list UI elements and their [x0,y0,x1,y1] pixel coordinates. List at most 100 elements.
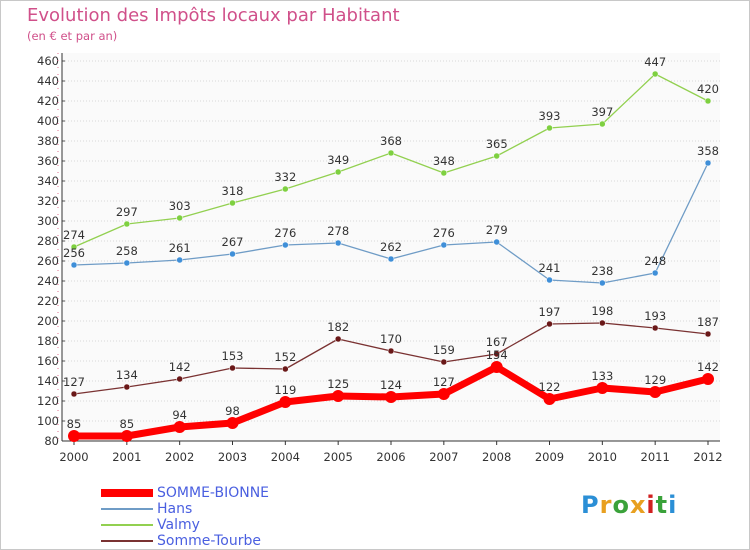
x-tick-label: 2003 [218,450,247,464]
x-tick-label: 2009 [535,450,564,464]
logo-letter: r [599,491,613,519]
x-tick-label: 2000 [59,450,88,464]
data-point [226,417,239,429]
data-label: 167 [486,335,508,349]
y-tick-label: 120 [37,394,59,408]
y-tick-label: 300 [37,214,59,228]
data-label: 267 [222,235,244,249]
data-point [440,358,448,366]
data-label: 153 [222,349,244,363]
data-label: 256 [63,246,85,260]
data-point [332,390,345,402]
y-tick-label: 420 [37,94,59,108]
data-point [387,149,395,157]
data-label: 248 [644,254,666,268]
data-label: 187 [697,315,719,329]
data-point [123,259,131,267]
data-label: 276 [274,226,296,240]
x-tick-label: 2008 [482,450,511,464]
data-point [176,375,183,383]
x-tick-label: 2001 [112,450,141,464]
data-point [596,382,609,394]
data-label: 129 [644,373,666,387]
legend-label: SOMME-BIONNE [157,485,270,501]
data-point [176,214,183,222]
legend-swatch [101,489,153,497]
x-tick-label: 2010 [588,450,617,464]
data-point [649,386,662,398]
legend-label: Hans [157,501,193,517]
legend-label: Somme-Tourbe [157,533,261,549]
proxiti-logo: Proxiti [581,491,677,519]
data-point [599,319,606,327]
x-tick-label: 2006 [376,450,405,464]
legend-label: Valmy [157,517,200,533]
data-label: 368 [380,134,402,148]
data-point [282,365,289,373]
data-label: 98 [225,404,240,418]
data-label: 182 [327,320,349,334]
data-point [493,238,500,246]
data-label: 358 [697,144,719,158]
y-tick-label: 180 [37,334,59,348]
data-label: 397 [591,105,613,119]
y-tick-label: 260 [37,254,59,268]
logo-letter: i [668,491,678,519]
data-point [493,350,500,358]
data-point [334,335,342,343]
y-tick-label: 160 [37,354,59,368]
data-label: 349 [327,153,349,167]
logo-letter: t [655,491,669,519]
data-label: 332 [274,170,296,184]
data-point [334,239,342,247]
logo-letter: o [612,491,630,519]
data-point [282,185,289,193]
data-point [704,330,712,338]
data-point [279,396,292,408]
data-label: 303 [169,199,191,213]
data-point [123,220,131,228]
data-label: 318 [222,184,244,198]
data-label: 142 [169,360,191,374]
y-tick-label: 440 [37,74,59,88]
data-label: 261 [169,241,191,255]
data-point [546,320,553,328]
data-label: 393 [539,109,561,123]
data-label: 152 [274,350,296,364]
data-point [70,261,78,269]
data-point [229,250,236,258]
data-point [702,373,714,385]
data-point [440,169,448,177]
data-point [651,70,659,78]
data-point [440,241,448,249]
data-point [651,269,659,277]
y-tick-label: 340 [37,174,59,188]
data-label: 134 [116,368,138,382]
data-label: 279 [486,223,508,237]
data-label: 262 [380,240,402,254]
y-tick-label: 100 [37,414,59,428]
data-label: 447 [644,55,666,69]
data-label: 238 [591,264,613,278]
data-point [176,256,183,264]
data-point [546,124,553,132]
data-label: 159 [433,343,455,357]
y-tick-label: 460 [37,54,59,68]
data-label: 170 [380,332,402,346]
data-label: 133 [591,369,613,383]
data-label: 241 [539,261,561,275]
data-label: 85 [67,417,82,431]
y-tick-label: 140 [37,374,59,388]
data-label: 274 [63,228,85,242]
data-label: 127 [63,375,85,389]
data-point [68,430,80,442]
data-label: 127 [433,375,455,389]
data-label: 154 [486,348,508,362]
data-label: 142 [697,360,719,374]
x-tick-label: 2004 [271,450,300,464]
plot-area [62,53,720,441]
data-label: 297 [116,205,138,219]
data-point [651,324,659,332]
y-tick-label: 320 [37,194,59,208]
